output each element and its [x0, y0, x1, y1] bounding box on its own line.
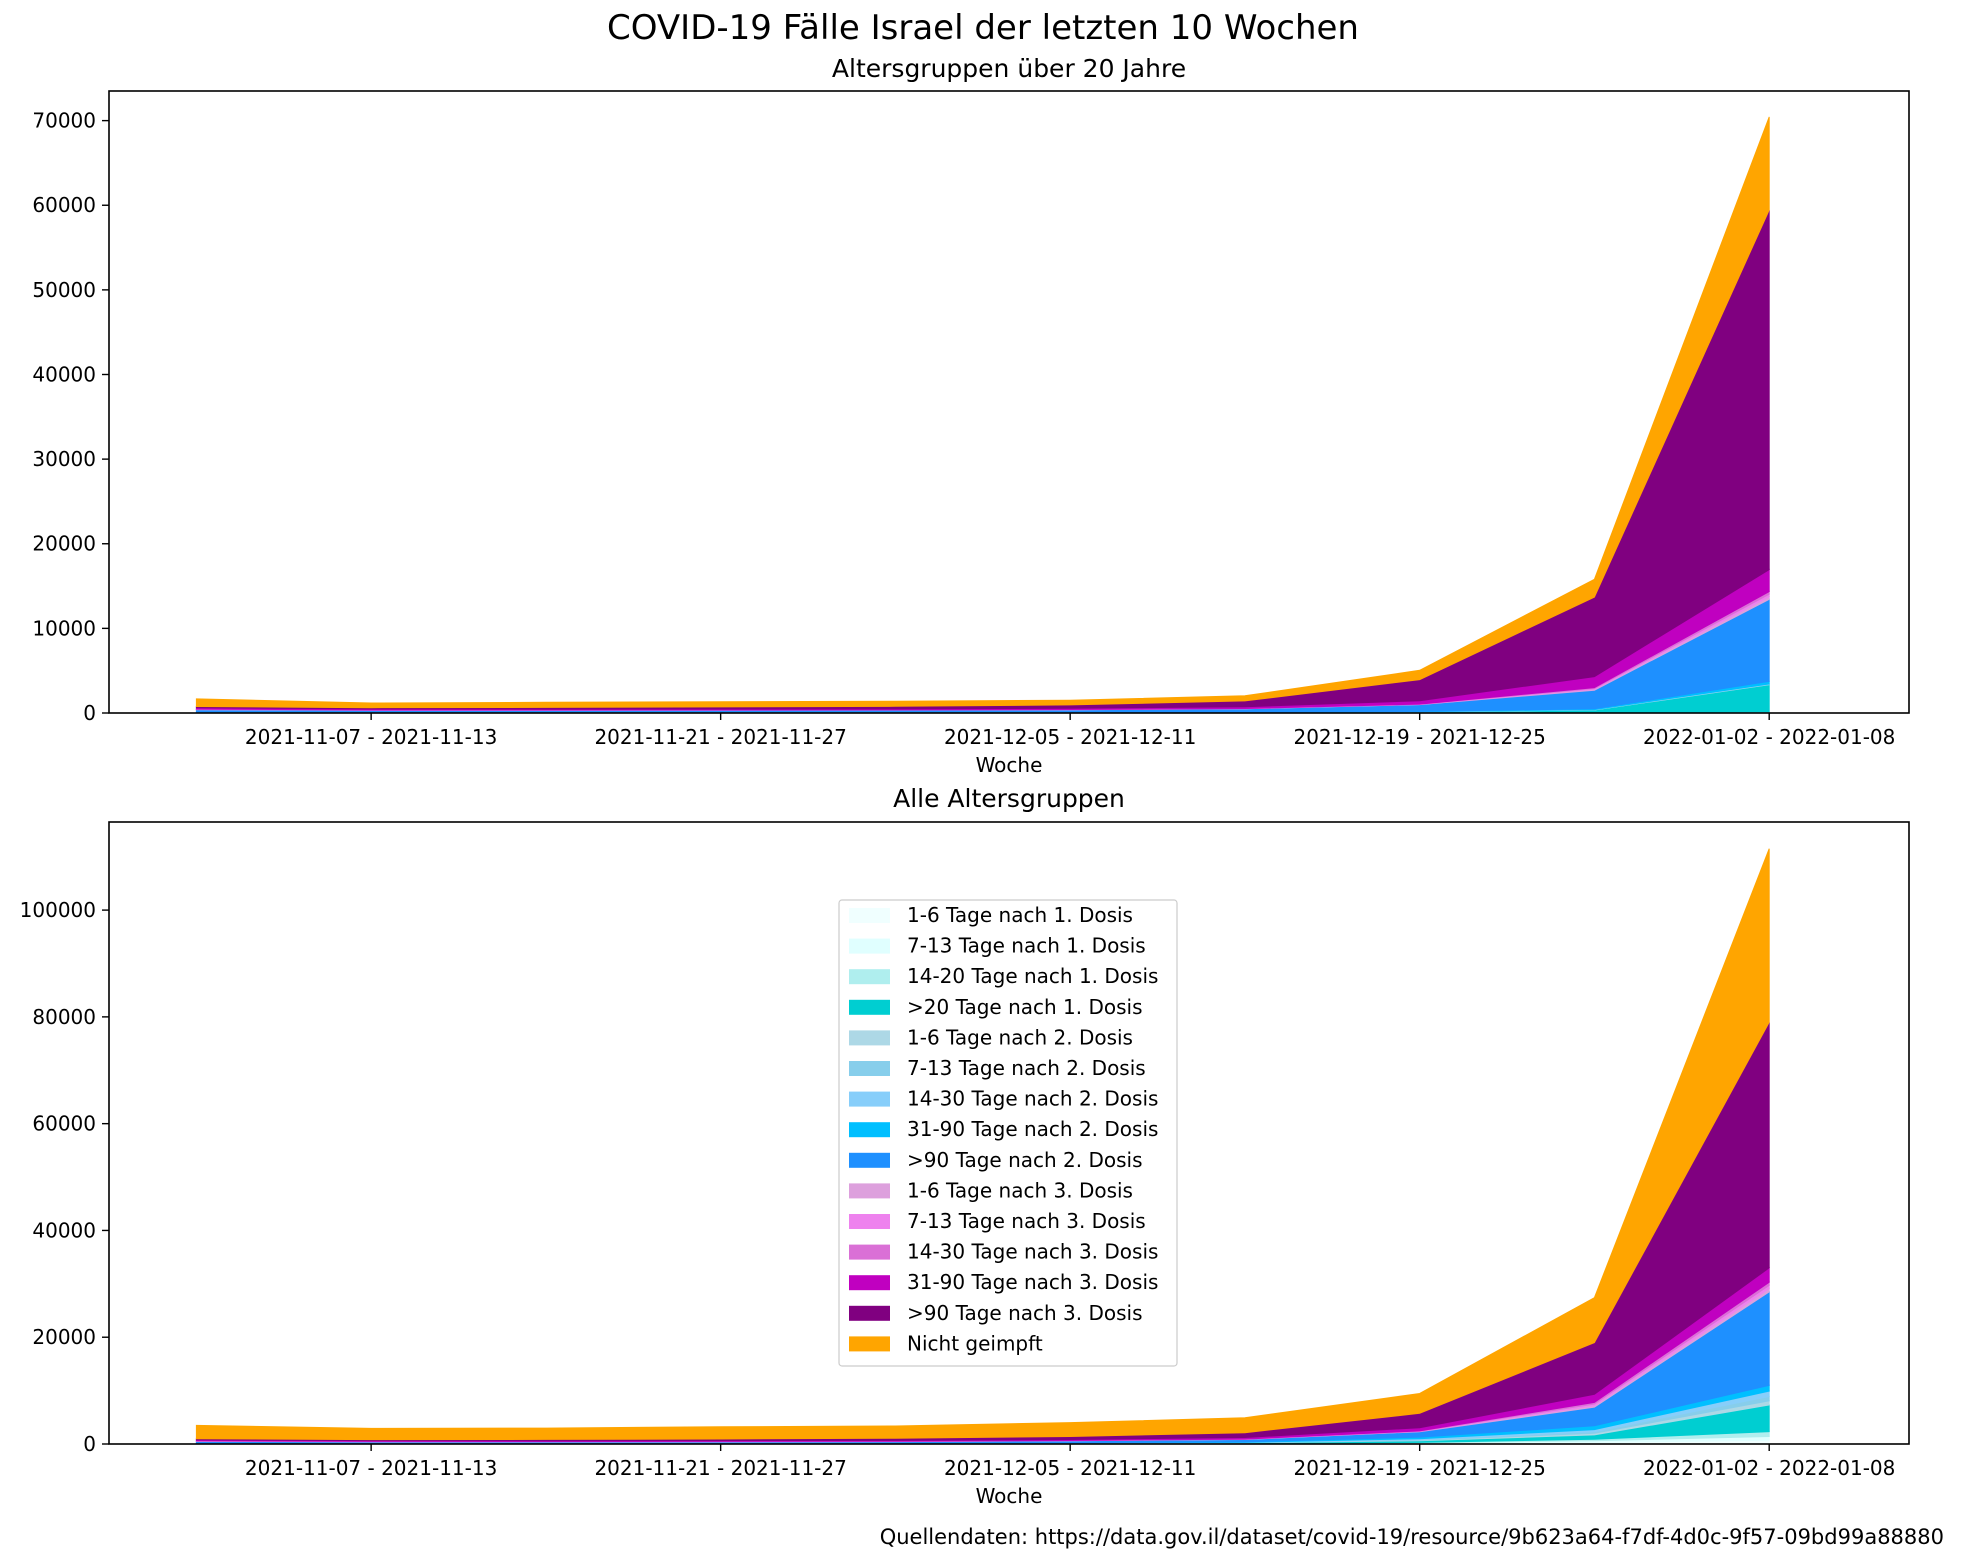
- legend: 1-6 Tage nach 1. Dosis 7-13 Tage nach 1. …: [838, 899, 1178, 1367]
- x-tick-label: 2021-11-21 - 2021-11-27: [594, 1456, 846, 1480]
- x-tick-label: 2022-01-02 - 2022-01-08: [1643, 1456, 1895, 1480]
- legend-swatch: [849, 1091, 890, 1107]
- legend-swatch: [849, 999, 890, 1015]
- legend-label: 7-13 Tage nach 2. Dosis: [907, 1056, 1146, 1080]
- chart-title-top: Altersgruppen über 20 Jahre: [831, 54, 1187, 83]
- legend-swatch: [849, 1030, 890, 1046]
- legend-label: >20 Tage nach 1. Dosis: [907, 995, 1143, 1019]
- y-tick-label: 60000: [32, 1112, 96, 1136]
- y-tick-label: 70000: [32, 109, 96, 133]
- y-axis-top: 0 10000 20000 30000 40000 50000 60000 70000: [32, 109, 109, 725]
- legend-swatch: [849, 938, 890, 954]
- legend-swatch: [849, 1122, 890, 1138]
- area-series-15: [195, 116, 1770, 709]
- legend-label: 14-30 Tage nach 3. Dosis: [907, 1240, 1158, 1264]
- legend-label: 31-90 Tage nach 3. Dosis: [907, 1270, 1158, 1294]
- legend-swatch: [849, 1275, 890, 1291]
- x-axis-label-bottom: Woche: [976, 1484, 1043, 1508]
- legend-swatch: [849, 969, 890, 985]
- legend-swatch: [849, 908, 890, 923]
- legend-label: 14-30 Tage nach 2. Dosis: [907, 1087, 1158, 1111]
- y-tick-label: 50000: [32, 278, 96, 302]
- x-tick-label: 2021-12-19 - 2021-12-25: [1293, 725, 1545, 749]
- chart-title-bottom: Alle Altersgruppen: [893, 784, 1125, 813]
- x-tick-label: 2021-12-19 - 2021-12-25: [1293, 1456, 1545, 1480]
- y-tick-label: 0: [83, 701, 96, 725]
- figure-title: COVID-19 Fälle Israel der letzten 10 Woc…: [607, 8, 1359, 48]
- x-tick-label: 2021-12-05 - 2021-12-11: [944, 725, 1196, 749]
- x-axis-top: 2021-11-07 - 2021-11-13 2021-11-21 - 2021…: [245, 713, 1895, 749]
- axes-frame-top: [108, 90, 1910, 714]
- legend-label: >90 Tage nach 2. Dosis: [907, 1148, 1143, 1172]
- plot-top: 0 10000 20000 30000 40000 50000 60000 70000 202…: [32, 90, 1910, 777]
- legend-swatch: [849, 1305, 890, 1321]
- legend-swatch: [849, 1244, 890, 1260]
- y-tick-label: 20000: [32, 1325, 96, 1349]
- legend-swatch: [849, 1214, 890, 1229]
- x-tick-label: 2022-01-02 - 2022-01-08: [1643, 725, 1895, 749]
- y-tick-label: 10000: [32, 616, 96, 640]
- legend-label: 31-90 Tage nach 2. Dosis: [907, 1117, 1158, 1141]
- y-tick-label: 60000: [32, 193, 96, 217]
- legend-label: 7-13 Tage nach 1. Dosis: [907, 934, 1146, 958]
- source-note: Quellendaten: https://data.gov.il/datase…: [879, 1525, 1944, 1549]
- x-axis-bottom: 2021-11-07 - 2021-11-13 2021-11-21 - 2021…: [245, 1444, 1895, 1480]
- area-series-14: [195, 209, 1770, 710]
- area-layers-top: [195, 116, 1770, 714]
- plot-bottom: 0 20000 40000 60000 80000 100000 2021-11-07 -…: [20, 821, 1910, 1508]
- legend-label: 1-6 Tage nach 3. Dosis: [907, 1178, 1133, 1202]
- legend-swatch: [849, 1152, 890, 1168]
- y-tick-label: 20000: [32, 532, 96, 556]
- legend-label: 1-6 Tage nach 2. Dosis: [907, 1025, 1133, 1049]
- area-series-15: [195, 848, 1770, 1441]
- axes-frame-bottom: [108, 821, 1910, 1445]
- y-axis-bottom: 0 20000 40000 60000 80000 100000: [20, 898, 109, 1456]
- y-tick-label: 30000: [32, 447, 96, 471]
- legend-swatch: [849, 1183, 890, 1199]
- y-tick-label: 40000: [32, 1218, 96, 1242]
- x-axis-label-top: Woche: [976, 753, 1043, 777]
- x-tick-label: 2021-11-07 - 2021-11-13: [245, 1456, 497, 1480]
- y-tick-label: 0: [83, 1432, 96, 1456]
- x-tick-label: 2021-12-05 - 2021-12-11: [944, 1456, 1196, 1480]
- y-tick-label: 100000: [20, 898, 96, 922]
- legend-swatch: [849, 1336, 890, 1352]
- y-tick-label: 80000: [32, 1005, 96, 1029]
- legend-label: 7-13 Tage nach 3. Dosis: [907, 1209, 1146, 1233]
- legend-swatch: [849, 1061, 890, 1076]
- x-tick-label: 2021-11-21 - 2021-11-27: [594, 725, 846, 749]
- y-tick-label: 40000: [32, 362, 96, 386]
- legend-label: >90 Tage nach 3. Dosis: [907, 1301, 1143, 1325]
- legend-label: 14-20 Tage nach 1. Dosis: [907, 964, 1158, 988]
- legend-label: 1-6 Tage nach 1. Dosis: [907, 903, 1133, 927]
- x-tick-label: 2021-11-07 - 2021-11-13: [245, 725, 497, 749]
- legend-box: [838, 899, 1178, 1367]
- legend-label: Nicht geimpft: [907, 1331, 1043, 1355]
